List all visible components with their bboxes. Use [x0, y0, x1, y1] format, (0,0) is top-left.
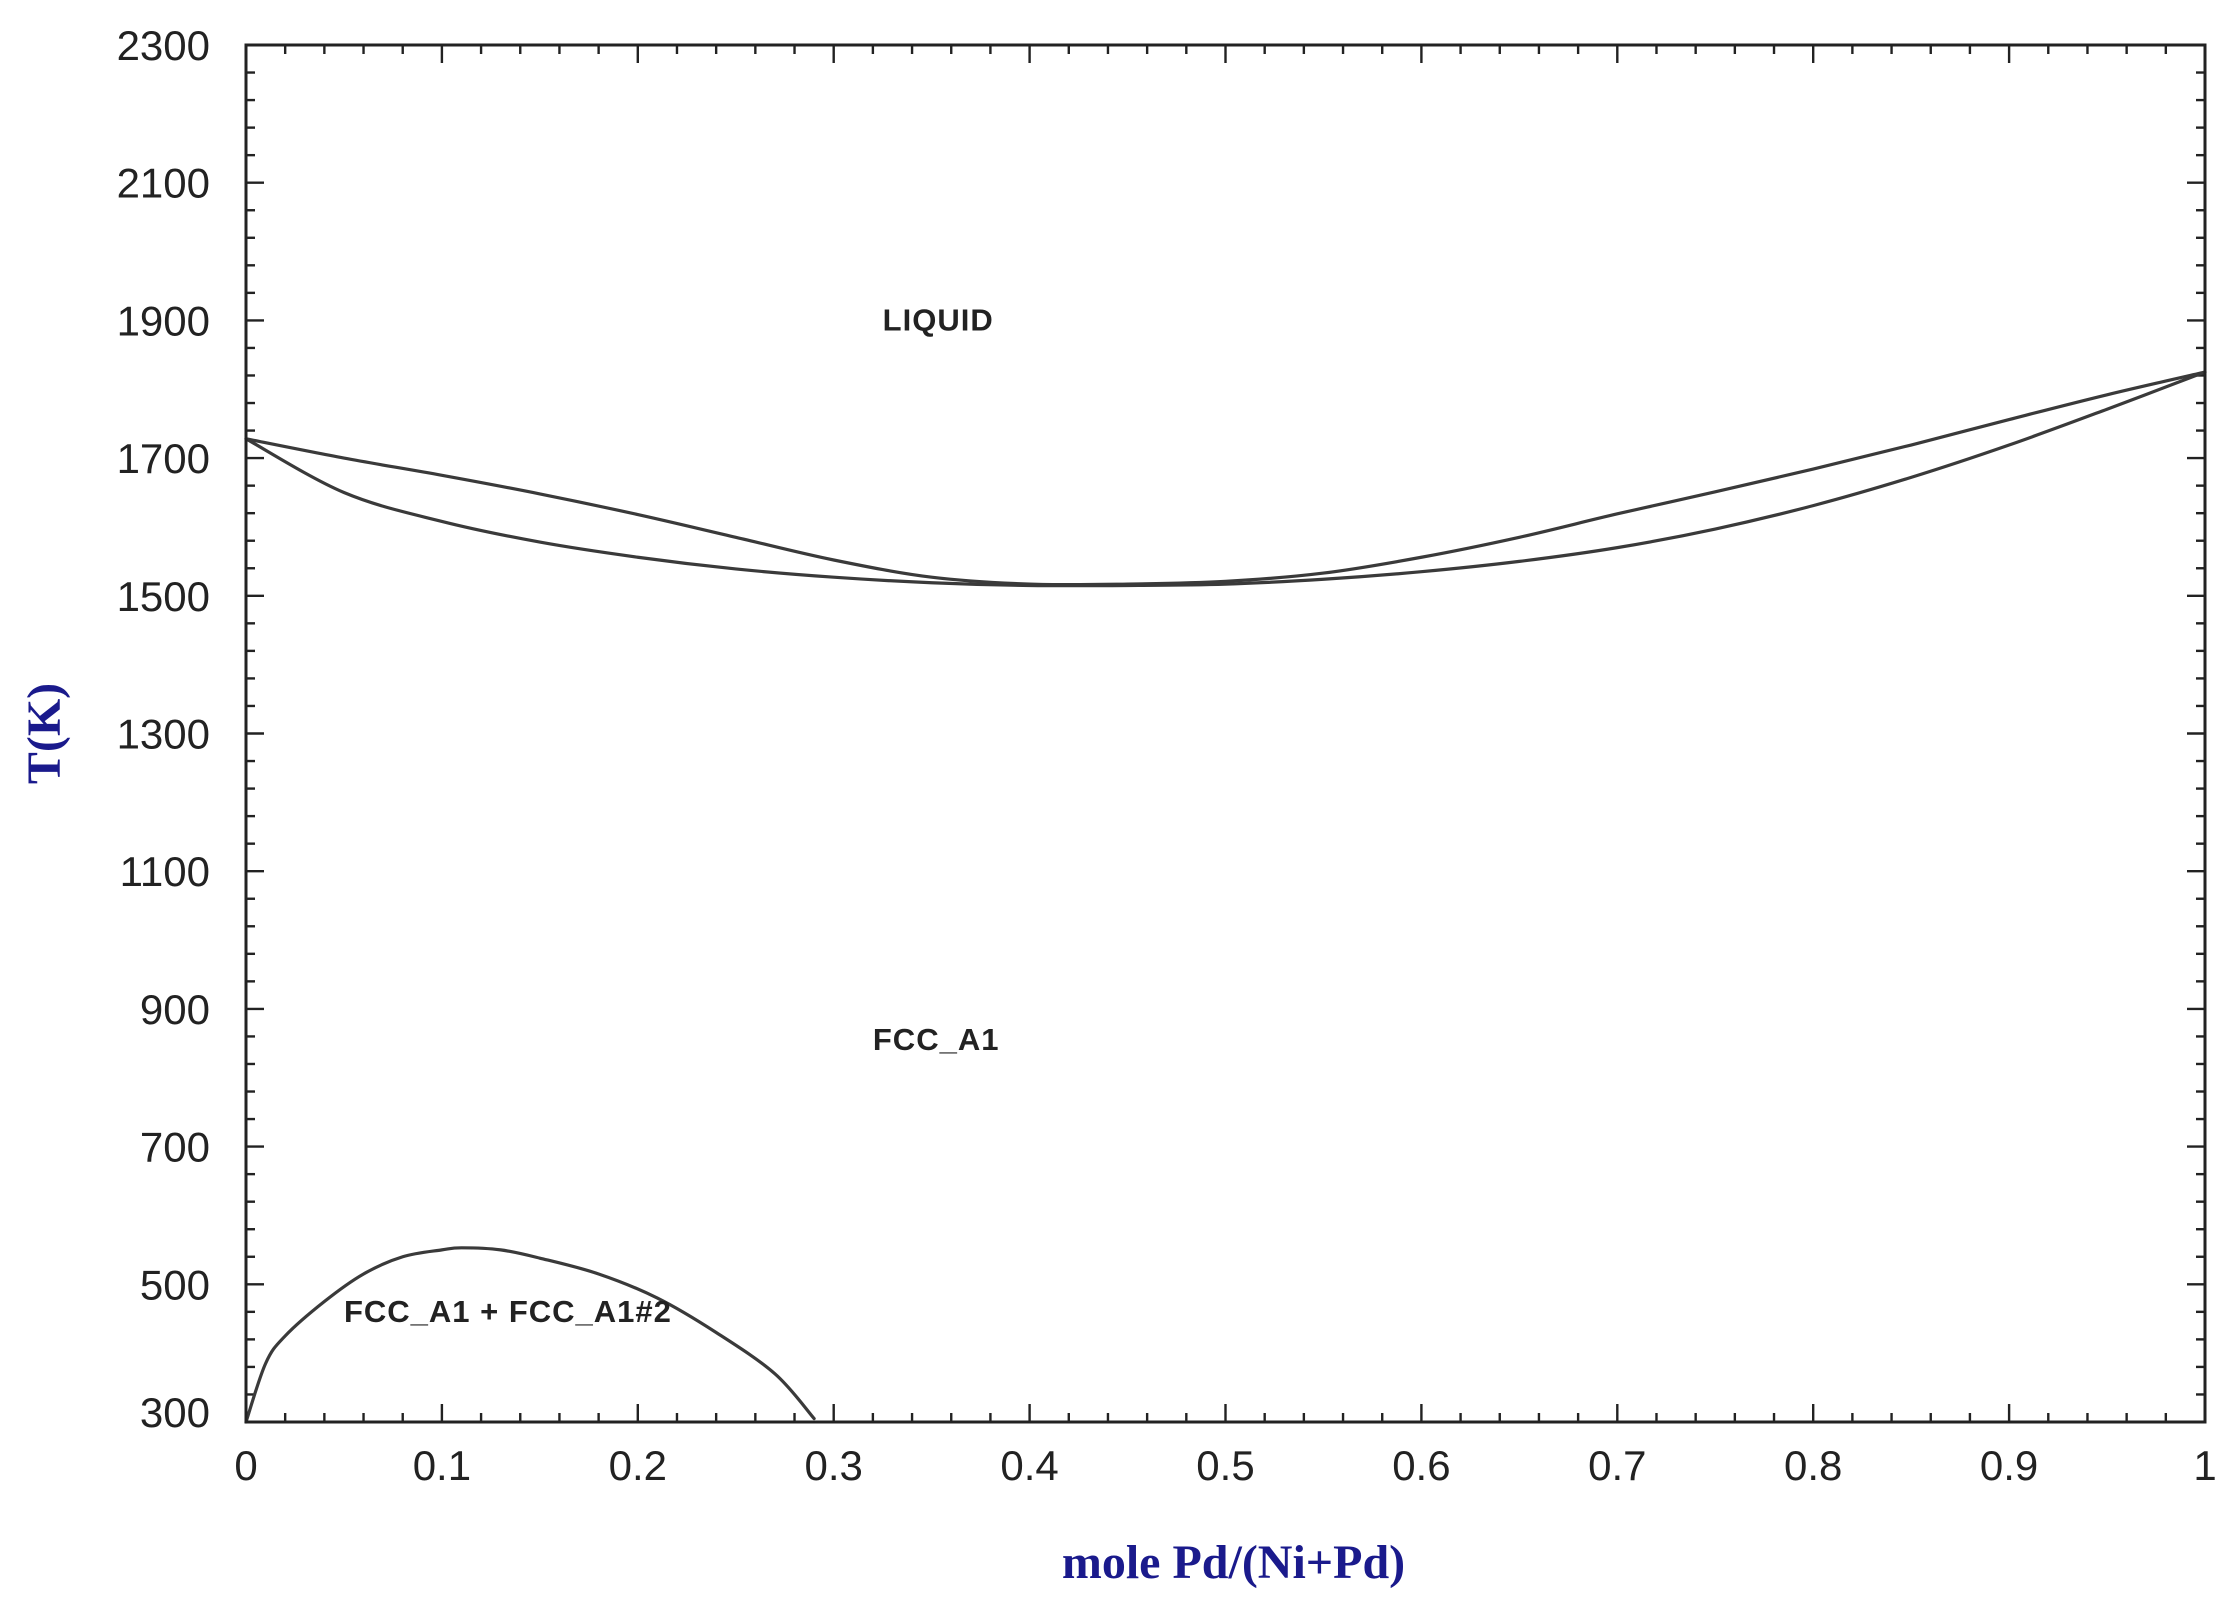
region-label-fcc: FCC_A1	[873, 1022, 1000, 1057]
x-tick-labels: 0 0.1 0.2 0.3 0.4 0.5 0.6 0.7 0.8 0.9 1	[234, 1442, 2216, 1489]
x-tick-label: 0.1	[413, 1442, 471, 1489]
region-label-two-phase: FCC_A1 + FCC_A1#2	[344, 1294, 672, 1329]
y-tick-label: 1900	[117, 297, 210, 344]
y-tick-label: 900	[140, 986, 210, 1033]
y-tick-label: 1100	[120, 848, 210, 895]
miscibility-gap-line	[244, 1246, 816, 1424]
x-tick-label: 0.2	[609, 1442, 667, 1489]
liquidus-line	[244, 370, 2207, 587]
solidus-line	[244, 370, 2207, 588]
y-axis-title: T(K)	[18, 683, 71, 784]
x-tick-label: 0.5	[1196, 1442, 1254, 1489]
phase-boundary-curves	[244, 370, 2207, 1424]
region-labels: LIQUID FCC_A1 FCC_A1 + FCC_A1#2	[344, 303, 1000, 1329]
x-axis-title: mole Pd/(Ni+Pd)	[1062, 1536, 1405, 1589]
region-label-liquid: LIQUID	[883, 303, 994, 338]
plot-frame	[244, 43, 2207, 1424]
y-tick-label: 1300	[117, 711, 210, 758]
x-tick-label: 0.3	[805, 1442, 863, 1489]
x-tick-label: 1	[2193, 1442, 2216, 1489]
y-tick-label: 2300	[117, 22, 210, 69]
tick-marks-group	[244, 43, 2207, 1424]
y-tick-label: 500	[140, 1261, 210, 1308]
x-tick-label: 0.6	[1392, 1442, 1450, 1489]
y-tick-label: 1500	[117, 573, 210, 620]
y-tick-label: 1700	[117, 435, 210, 482]
y-tick-labels: 300 500 700 900 1100 1300 1500 1700 1900 2100 2300	[117, 22, 210, 1436]
x-tick-label: 0	[234, 1442, 257, 1489]
x-tick-label: 0.8	[1784, 1442, 1842, 1489]
x-tick-label: 0.7	[1588, 1442, 1646, 1489]
x-tick-label: 0.4	[1000, 1442, 1058, 1489]
y-tick-label: 700	[140, 1124, 210, 1171]
y-tick-label: 300	[140, 1389, 210, 1436]
x-tick-label: 0.9	[1980, 1442, 2038, 1489]
y-tick-label: 2100	[117, 160, 210, 207]
